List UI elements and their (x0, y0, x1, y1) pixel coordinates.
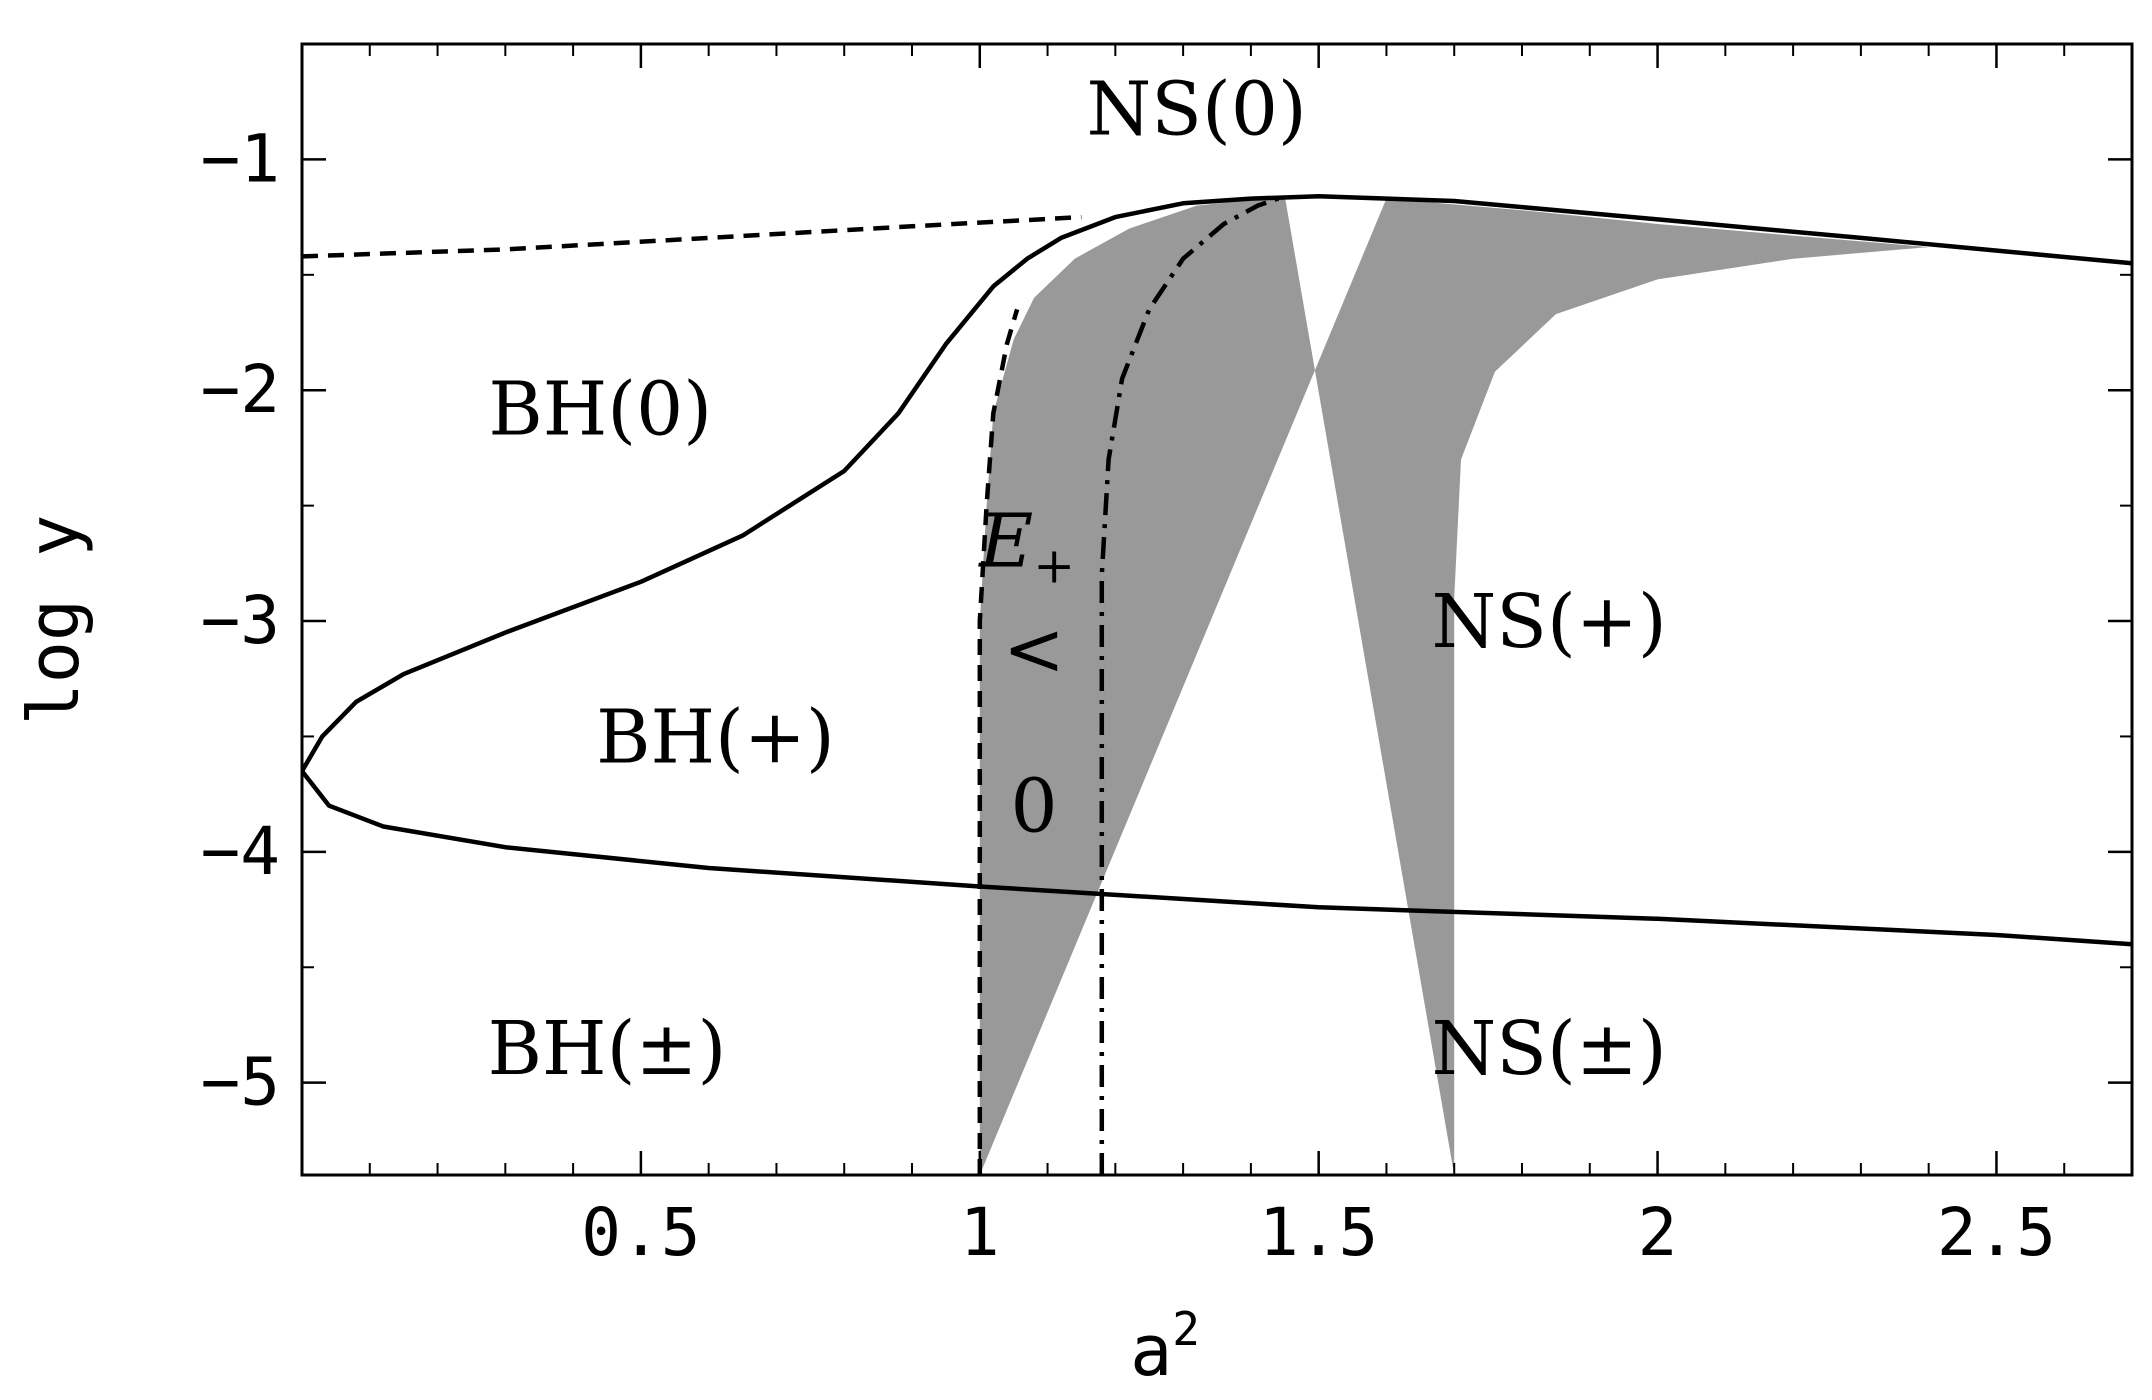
region-label-eplus: E+ (977, 498, 1075, 594)
series-layer (302, 194, 2132, 1175)
x-tick-label: 1 (960, 1194, 1000, 1271)
shaded-region (979, 196, 1929, 1175)
x-tick-label: 1.5 (1259, 1194, 1378, 1271)
tick-layer: 0.5 1 1.5 2 2.5 −1 −2 −3 −4 −5 (201, 44, 2132, 1271)
series-curve-4-dashed (977, 308, 1020, 1175)
x-axis-title-base: a (1130, 1310, 1172, 1392)
y-tick-label: −3 (201, 582, 280, 659)
y-axis-title: log y (13, 515, 95, 726)
region-label-nspm: NS(±) (1432, 1006, 1667, 1092)
y-tick-label: −5 (201, 1044, 280, 1121)
x-axis-title-superscript: 2 (1172, 1302, 1200, 1356)
series-curve-5-dashdot (1099, 194, 1286, 1175)
region-label-bhpm: BH(±) (488, 1006, 727, 1092)
region-label-zero: 0 (1010, 764, 1057, 850)
y-tick-label: −2 (201, 351, 280, 428)
region-label-ns0: NS(0) (1087, 67, 1307, 153)
region-label-nsplus: NS(+) (1432, 579, 1667, 665)
plot-frame (300, 42, 2134, 1177)
x-tick-label: 0.5 (581, 1194, 700, 1271)
x-tick-label: 2 (1638, 1194, 1678, 1271)
y-tick-label: −4 (201, 813, 280, 890)
series-curve-1-solid (302, 194, 2132, 773)
shaded-region-layer (979, 196, 1929, 1175)
x-tick-label: 2.5 (1937, 1194, 2056, 1271)
annotation-layer: NS(0) BH(0) BH(+) NS(+) BH(±) NS(±) E+ <0 (488, 67, 1667, 1092)
series-curve-3-dashed (302, 214, 1082, 259)
series-curve-2-solid (302, 769, 2132, 947)
region-label-bhplus: BH(+) (596, 694, 835, 780)
y-tick-label: −1 (201, 120, 280, 197)
x-axis-title: a2 (1130, 1302, 1200, 1392)
region-label-lt: < (1003, 607, 1065, 693)
region-label-bh0: BH(0) (488, 367, 712, 453)
